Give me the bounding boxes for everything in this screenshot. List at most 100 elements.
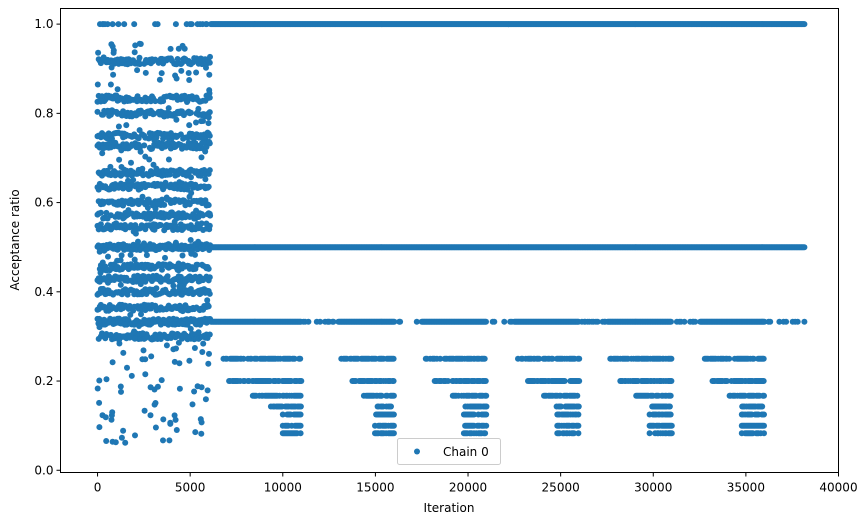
data-point: [193, 207, 200, 214]
data-point: [668, 318, 674, 325]
data-point: [97, 209, 104, 216]
data-point: [137, 277, 144, 284]
data-point: [202, 176, 209, 183]
data-point: [501, 318, 508, 325]
data-point: [155, 201, 162, 207]
data-point: [767, 318, 774, 325]
data-point: [120, 349, 127, 356]
data-point: [101, 316, 108, 323]
data-point: [159, 196, 165, 203]
x-tick-label: 40000: [819, 481, 857, 495]
data-point: [136, 127, 143, 134]
data-point: [760, 355, 767, 362]
data-point: [172, 416, 179, 423]
data-point: [124, 364, 130, 371]
data-point: [193, 69, 200, 76]
data-point: [102, 414, 109, 421]
data-point: [483, 392, 490, 399]
data-point: [127, 311, 134, 318]
data-point: [576, 355, 583, 362]
legend-label-chain-0: Chain 0: [443, 445, 489, 459]
data-point: [726, 355, 733, 362]
data-point: [136, 61, 143, 68]
data-point: [136, 323, 142, 329]
data-point: [132, 222, 139, 229]
data-point: [150, 161, 157, 168]
data-point: [200, 340, 207, 347]
data-point: [125, 177, 131, 184]
data-point: [783, 318, 790, 325]
data-point: [171, 303, 178, 310]
data-point: [131, 213, 138, 220]
data-point: [135, 201, 142, 208]
data-point: [112, 439, 119, 446]
data-point: [107, 163, 114, 170]
data-point: [760, 378, 767, 384]
data-point: [197, 416, 204, 423]
data-point: [193, 119, 199, 126]
data-point: [187, 325, 194, 332]
data-point: [139, 193, 146, 200]
data-point: [173, 345, 179, 352]
data-point: [191, 197, 197, 204]
data-point: [761, 392, 767, 399]
data-point: [143, 247, 150, 254]
data-point: [191, 345, 198, 351]
x-tick-label: 20000: [449, 481, 487, 495]
data-point: [147, 412, 154, 419]
data-point: [173, 427, 180, 433]
data-point: [576, 378, 583, 384]
data-point: [188, 143, 195, 150]
data-point: [128, 372, 135, 379]
data-point: [143, 57, 150, 63]
data-point: [95, 49, 102, 56]
data-point: [134, 98, 140, 105]
data-point: [196, 58, 202, 65]
x-tick-label: 5000: [175, 481, 206, 495]
data-point: [203, 289, 210, 295]
data-point: [175, 260, 182, 267]
data-point: [120, 427, 127, 434]
data-point: [118, 147, 125, 154]
data-point: [179, 321, 186, 328]
data-point: [164, 273, 171, 280]
data-point: [108, 64, 115, 71]
data-point: [205, 360, 212, 367]
data-point: [482, 430, 489, 437]
data-point: [114, 257, 121, 264]
data-point: [116, 156, 123, 163]
data-point: [198, 384, 205, 391]
data-point: [160, 416, 167, 423]
data-point: [178, 67, 185, 74]
data-point: [165, 156, 172, 163]
data-point: [207, 53, 213, 60]
data-point: [127, 251, 134, 258]
data-point: [187, 286, 193, 293]
data-point: [165, 105, 172, 112]
data-point: [103, 438, 110, 444]
data-point: [107, 81, 114, 88]
data-point: [203, 220, 210, 227]
data-point: [172, 21, 179, 28]
data-point: [154, 383, 161, 390]
data-point: [681, 318, 688, 325]
data-point: [297, 411, 304, 418]
data-point: [100, 145, 107, 152]
x-tick-label: 0: [94, 481, 102, 495]
data-point: [162, 254, 168, 261]
data-point: [204, 387, 211, 394]
data-point: [140, 347, 147, 354]
data-point: [761, 411, 767, 418]
data-point: [668, 355, 675, 362]
data-point: [125, 207, 132, 214]
data-point: [135, 238, 141, 245]
data-point: [107, 241, 113, 248]
data-point: [575, 430, 582, 437]
data-point: [121, 321, 128, 328]
data-point: [184, 99, 190, 105]
data-point: [179, 308, 186, 315]
data-point: [483, 411, 490, 418]
data-point: [141, 407, 148, 414]
data-point: [195, 238, 202, 245]
data-point: [103, 209, 110, 216]
